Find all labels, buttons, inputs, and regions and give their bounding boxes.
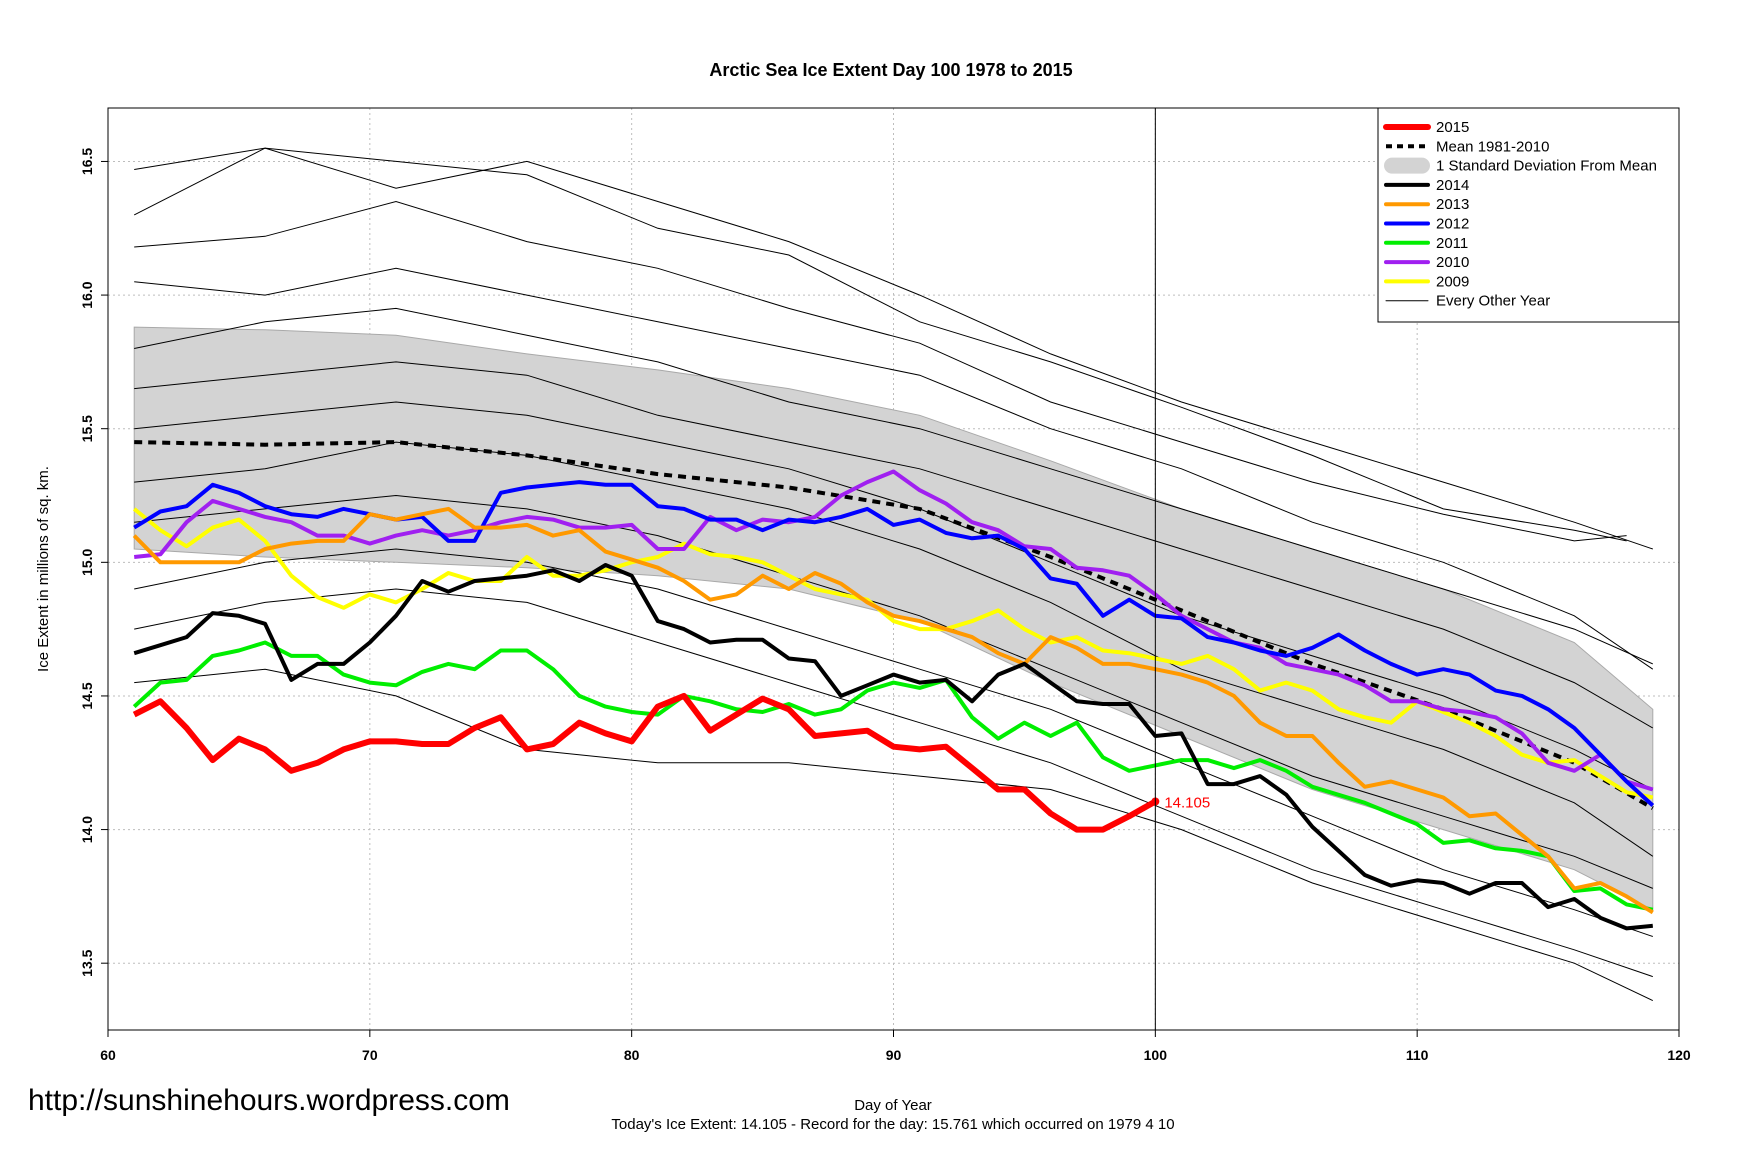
other-year-line (134, 307, 1654, 665)
other-year-line (134, 200, 1627, 542)
footer-note: Today's Ice Extent: 14.105 - Record for … (611, 1116, 1174, 1133)
x-axis-label: Day of Year (854, 1097, 932, 1114)
other-year-line (134, 441, 1654, 857)
watermark-url: http://sunshinehours.wordpress.com (28, 1084, 510, 1117)
x-tick-label: 120 (1667, 1047, 1691, 1063)
other-year-line (134, 147, 1653, 550)
legend: 2015 Mean 1981-2010 1 Standard Deviation F… (1377, 107, 1680, 323)
y-axis-label: Ice Extent in millions of sq. km. (35, 466, 52, 672)
x-tick-label: 70 (362, 1047, 378, 1063)
legend-label: 2014 (1436, 177, 1469, 194)
x-axis-ticks: 60 70 80 90 100 110 120 (100, 1030, 1691, 1063)
other-year-line (134, 588, 1653, 978)
legend-label: 2009 (1436, 273, 1469, 290)
legend-label: 2012 (1436, 216, 1469, 233)
series-layer (132, 469, 1655, 931)
legend-swatch-band (1384, 157, 1430, 174)
chart-title: Arctic Sea Ice Extent Day 100 1978 to 20… (709, 60, 1072, 80)
y-tick-label: 14.0 (79, 816, 95, 843)
y-tick-label: 16.0 (79, 281, 95, 308)
legend-label: Every Other Year (1436, 293, 1550, 310)
series-line-2014 (133, 563, 1653, 931)
x-tick-label: 60 (100, 1047, 116, 1063)
other-year-line (134, 361, 1654, 729)
legend-label: 2013 (1436, 196, 1469, 213)
other-year-line (134, 668, 1654, 1002)
y-tick-label: 13.5 (79, 949, 95, 976)
x-tick-label: 90 (886, 1047, 902, 1063)
series-line-2011 (132, 640, 1654, 912)
y-tick-label: 14.5 (79, 682, 95, 709)
other-years-layer (133, 147, 1654, 1002)
legend-label: 2011 (1436, 235, 1468, 252)
series-line-2010 (133, 469, 1654, 792)
y-tick-label: 16.5 (79, 148, 95, 175)
legend-label: 1 Standard Deviation From Mean (1436, 158, 1657, 175)
legend-label: 2015 (1436, 119, 1469, 136)
x-tick-label: 80 (624, 1047, 640, 1063)
other-year-line (134, 548, 1653, 937)
series-line-2009 (132, 507, 1654, 800)
series-line-2015 (132, 692, 1157, 833)
x-tick-label: 110 (1406, 1047, 1429, 1063)
today-value-annotation: 14.105 (1164, 795, 1210, 812)
y-tick-label: 15.5 (79, 415, 95, 442)
legend-label: 2010 (1436, 254, 1469, 271)
other-year-line (134, 494, 1653, 889)
y-axis-ticks: 13.5 14.0 14.5 15.0 15.5 16.0 16.5 (79, 148, 108, 977)
other-year-line (133, 147, 1627, 542)
y-tick-label: 15.0 (79, 548, 95, 575)
legend-label: Mean 1981-2010 (1436, 138, 1549, 155)
legend-box (1377, 107, 1680, 323)
other-year-line (134, 267, 1654, 670)
x-tick-label: 100 (1144, 1047, 1168, 1063)
series-line-2013 (132, 506, 1654, 915)
